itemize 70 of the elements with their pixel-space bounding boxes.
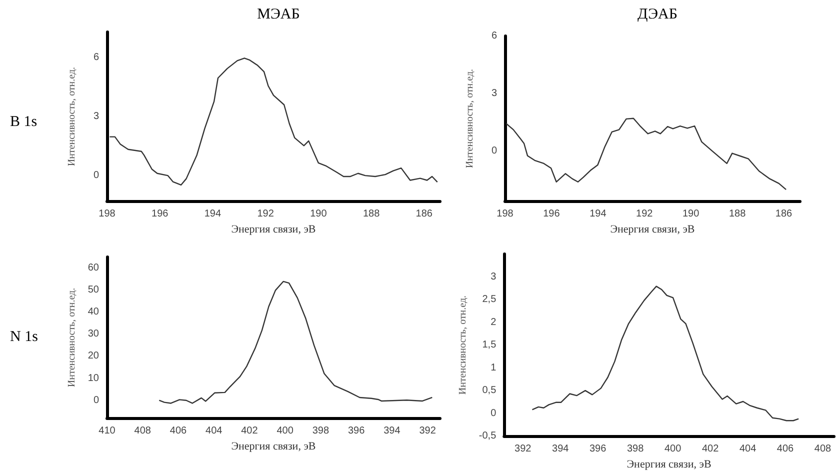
x-tick-label: 404 <box>206 426 223 436</box>
x-tick-label: 188 <box>728 208 746 220</box>
x-axis-title: Энергия связи, эВ <box>231 224 316 236</box>
y-tick-label: 20 <box>88 350 100 362</box>
x-axis-title: Энергия связи, эВ <box>626 458 712 470</box>
x-tick-label: 188 <box>362 208 380 220</box>
x-tick-label: 398 <box>626 444 644 455</box>
y-tick-label: 3 <box>491 88 498 100</box>
x-tick-label: 196 <box>152 208 169 220</box>
text: N 1s <box>10 329 38 345</box>
y-tick-label: 6 <box>491 30 498 42</box>
x-tick-label: 400 <box>276 426 294 436</box>
x-tick-label: 392 <box>419 426 436 436</box>
y-tick-label: 1 <box>490 362 497 374</box>
y-tick-label: 0 <box>491 146 498 157</box>
y-tick-label: 0 <box>93 170 100 182</box>
y-axis-title: Интенсивность, отн.ед. <box>66 288 78 388</box>
line-series <box>158 280 433 404</box>
x-axis-title: Энергия связи, эВ <box>231 440 316 452</box>
x-tick-label: 394 <box>384 426 401 436</box>
x-tick-label: 404 <box>739 444 757 455</box>
line-series <box>532 286 800 422</box>
y-tick-label: 3 <box>93 111 100 122</box>
y-tick-label: 60 <box>88 262 100 274</box>
x-tick-label: 190 <box>682 208 700 220</box>
x-tick-label: 192 <box>257 208 274 220</box>
x-tick-label: 198 <box>98 208 116 220</box>
x-axis-title: Энергия связи, эВ <box>610 224 695 236</box>
x-tick-label: 394 <box>552 444 570 455</box>
y-tick-label: 2 <box>490 316 497 328</box>
x-tick-label: 396 <box>348 426 366 436</box>
x-tick-label: 410 <box>98 426 116 436</box>
y-axis-title: Интенсивность, отн.ед. <box>458 295 468 395</box>
x-tick-label: 398 <box>312 426 330 436</box>
line-series <box>506 118 787 190</box>
y-tick-label: 2,5 <box>482 294 497 306</box>
x-tick-label: 196 <box>543 208 560 220</box>
y-tick-label: 0,5 <box>482 385 497 396</box>
x-tick-label: 402 <box>702 444 720 455</box>
y-tick-label: 10 <box>88 372 100 384</box>
text: B 1s <box>10 114 38 130</box>
y-tick-label: -0,5 <box>478 430 497 442</box>
x-tick-label: 402 <box>241 426 258 436</box>
x-tick-label: 186 <box>775 208 793 220</box>
chart-title: ДЭАБ <box>638 6 678 22</box>
x-tick-label: 396 <box>590 444 607 455</box>
chart-title: МЭАБ <box>257 6 300 22</box>
x-tick-label: 408 <box>134 426 152 436</box>
y-tick-label: 50 <box>88 284 100 296</box>
y-tick-label: 6 <box>93 52 100 64</box>
y-tick-label: 3 <box>490 271 497 282</box>
x-tick-label: 392 <box>514 444 532 455</box>
x-tick-label: 400 <box>664 444 682 455</box>
y-tick-label: 1,5 <box>482 340 497 351</box>
x-tick-label: 406 <box>776 444 794 455</box>
x-tick-label: 194 <box>204 208 222 220</box>
line-series <box>109 58 438 186</box>
x-tick-label: 194 <box>590 208 607 220</box>
x-tick-label: 192 <box>636 208 654 220</box>
x-tick-label: 406 <box>170 426 188 436</box>
x-tick-label: 190 <box>310 208 328 220</box>
x-tick-label: 186 <box>416 208 433 220</box>
x-tick-label: 408 <box>814 444 832 455</box>
x-tick-label: 198 <box>496 208 514 220</box>
y-tick-label: 0 <box>490 408 497 419</box>
y-axis-title: Интенсивность, отн.ед. <box>464 68 476 168</box>
y-tick-label: 40 <box>88 306 100 318</box>
y-tick-label: 0 <box>93 394 100 406</box>
y-tick-label: 30 <box>88 328 100 340</box>
y-axis-title: Интенсивность, отн.ед. <box>66 66 78 166</box>
